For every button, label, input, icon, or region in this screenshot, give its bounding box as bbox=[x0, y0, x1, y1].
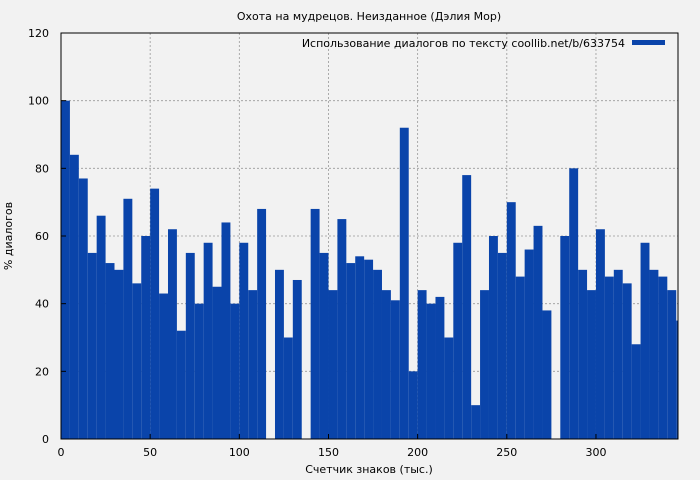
bar bbox=[390, 300, 400, 439]
bar bbox=[604, 276, 614, 439]
bar bbox=[176, 330, 186, 439]
bar bbox=[292, 279, 302, 439]
bar bbox=[319, 252, 329, 439]
bar bbox=[114, 269, 124, 439]
bar bbox=[221, 222, 231, 439]
bar bbox=[524, 249, 534, 439]
bar bbox=[78, 178, 88, 439]
x-tick-label: 100 bbox=[229, 446, 250, 459]
bar bbox=[310, 208, 320, 439]
bar bbox=[417, 290, 427, 439]
bar bbox=[560, 236, 570, 439]
x-tick-label: 0 bbox=[58, 446, 65, 459]
x-tick-label: 50 bbox=[143, 446, 157, 459]
bar bbox=[69, 154, 79, 440]
bar bbox=[569, 168, 579, 440]
bar bbox=[105, 263, 115, 439]
x-tick-label: 300 bbox=[585, 446, 606, 459]
bar bbox=[533, 225, 543, 439]
bar bbox=[622, 283, 632, 439]
bar bbox=[399, 127, 409, 439]
y-axis-label: % диалогов bbox=[2, 202, 15, 270]
bar bbox=[488, 236, 498, 439]
bar bbox=[141, 236, 151, 439]
bar bbox=[658, 276, 668, 439]
bar bbox=[426, 303, 436, 439]
bar bbox=[471, 405, 481, 439]
bar bbox=[274, 269, 284, 439]
bar bbox=[364, 259, 374, 439]
bar bbox=[248, 290, 258, 439]
bar bbox=[230, 303, 240, 439]
x-tick-label: 250 bbox=[496, 446, 517, 459]
bar bbox=[185, 252, 195, 439]
legend-label: Использование диалогов по тексту coollib… bbox=[302, 37, 625, 50]
bar bbox=[453, 242, 463, 439]
bar-series bbox=[61, 100, 678, 440]
bar bbox=[132, 283, 142, 439]
bar bbox=[595, 229, 605, 439]
x-axis-label: Счетчик знаков (тыс.) bbox=[305, 463, 433, 476]
bar bbox=[337, 219, 347, 439]
bar bbox=[640, 242, 650, 439]
legend-swatch bbox=[632, 40, 665, 45]
bar bbox=[87, 252, 97, 439]
bar bbox=[515, 276, 525, 439]
y-tick-label: 100 bbox=[28, 95, 49, 108]
bar bbox=[506, 202, 516, 439]
bar bbox=[328, 290, 338, 439]
bar bbox=[96, 215, 106, 439]
bar bbox=[212, 286, 222, 439]
bar bbox=[381, 290, 391, 439]
bar bbox=[346, 263, 356, 439]
y-tick-label: 20 bbox=[35, 365, 49, 378]
legend: Использование диалогов по тексту coollib… bbox=[302, 37, 665, 50]
y-tick-label: 80 bbox=[35, 162, 49, 175]
bar bbox=[150, 188, 160, 439]
bar bbox=[159, 293, 168, 439]
y-tick-label: 0 bbox=[42, 433, 49, 446]
bar bbox=[542, 310, 552, 439]
bar bbox=[444, 337, 454, 439]
bar bbox=[194, 303, 204, 439]
bar bbox=[355, 256, 365, 439]
bar bbox=[480, 290, 489, 439]
bar bbox=[167, 229, 177, 439]
bar bbox=[239, 242, 249, 439]
bar bbox=[373, 269, 382, 439]
x-tick-label: 200 bbox=[407, 446, 428, 459]
bar bbox=[667, 290, 677, 439]
y-tick-label: 120 bbox=[28, 27, 49, 40]
bar bbox=[613, 269, 623, 439]
axis-ticks: 0 20 40 60 80 100 120 0 50 100 150 200 250 300 bbox=[28, 27, 606, 459]
bar bbox=[203, 242, 213, 439]
bar bbox=[408, 371, 418, 439]
bar bbox=[435, 296, 445, 439]
y-tick-label: 60 bbox=[35, 230, 49, 243]
bar bbox=[676, 320, 678, 439]
bar bbox=[283, 337, 293, 439]
bar bbox=[462, 175, 472, 439]
chart-title: Охота на мудрецов. Неизданное (Дэлия Мор… bbox=[237, 10, 501, 23]
bar bbox=[61, 100, 70, 440]
bar bbox=[587, 290, 596, 439]
bar bbox=[257, 208, 267, 439]
bar bbox=[497, 252, 507, 439]
bar bbox=[631, 344, 641, 439]
x-tick-label: 150 bbox=[318, 446, 339, 459]
y-tick-label: 40 bbox=[35, 298, 49, 311]
bar bbox=[649, 269, 659, 439]
bar bbox=[578, 269, 588, 439]
bar bbox=[123, 198, 133, 439]
